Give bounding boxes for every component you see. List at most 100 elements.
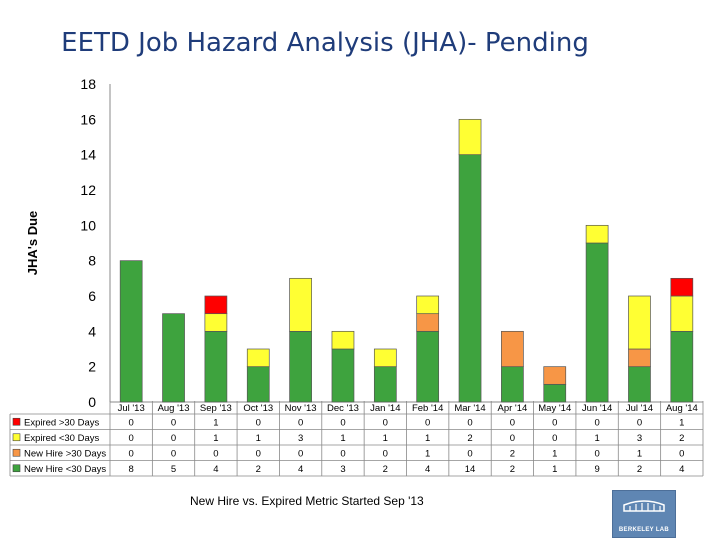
bar-segment [458,154,482,403]
category-label: Sep '13 [200,403,232,414]
y-tick-label: 2 [88,359,96,375]
y-tick-label: 4 [88,323,96,339]
table-cell-value: 1 [594,433,599,444]
table-cell-value: 2 [256,464,261,475]
footnote: New Hire vs. Expired Metric Started Sep … [190,494,424,508]
category-label: Dec '13 [327,403,359,414]
table-cell-value: 0 [256,417,261,428]
bar-segment [119,260,143,403]
category-label: Jul '14 [626,403,653,414]
table-cell-value: 0 [171,448,176,459]
category-label: Aug '13 [158,403,190,414]
y-tick-label: 12 [80,182,96,198]
legend-swatch [12,464,21,473]
table-cell-value: 0 [340,448,345,459]
chart-bars [119,118,694,403]
table-cell-value: 0 [467,417,472,428]
bar-segment [628,348,651,368]
bar-segment [416,295,440,315]
table-cell-value: 1 [425,433,430,444]
bar-segment [628,366,651,403]
table-cell-value: 0 [129,448,134,459]
table-cell-value: 8 [129,464,134,475]
y-tick-label: 18 [80,76,96,92]
table-cell-value: 9 [594,464,599,475]
table-cell-value: 3 [637,433,642,444]
table-cell-value: 0 [552,433,557,444]
chart-title: EETD Job Hazard Analysis (JHA)- Pending [61,28,589,58]
y-tick-label: 14 [80,147,96,163]
table-cell-value: 2 [383,464,388,475]
bar-segment [543,366,567,385]
table-cell-value: 0 [383,417,388,428]
table-cell-value: 1 [637,448,642,459]
bar-segment [670,295,694,332]
category-label: May '14 [538,403,571,414]
bar-segment [585,242,609,403]
table-cell-value: 0 [298,417,303,428]
table-cell-value: 0 [171,417,176,428]
building-icon [623,500,665,512]
legend-label: New Hire <30 Days [24,464,106,475]
bar-segment [289,277,312,332]
category-label: Oct '13 [243,403,273,414]
category-label: Nov '13 [285,403,317,414]
table-cell-value: 4 [213,464,218,475]
table-cell-value: 0 [637,417,642,428]
bar-segment [204,330,228,403]
table-cell-value: 0 [383,448,388,459]
bar-segment [331,348,355,403]
y-tick-label: 6 [88,288,96,304]
bar-segment [458,118,482,156]
table-cell-value: 0 [213,448,218,459]
bar-segment [501,330,524,368]
legend-label: Expired <30 Days [24,433,99,444]
table-cell-value: 2 [510,464,515,475]
bar-segment [416,330,440,403]
table-cell-value: 1 [213,417,218,428]
legend-swatch [12,448,21,457]
bar-segment [628,295,651,350]
bar-segment [670,277,694,297]
table-cell-value: 1 [425,448,430,459]
bar-segment [501,366,524,403]
table-cell-value: 1 [383,433,388,444]
bar-segment [585,224,609,244]
table-cell-value: 0 [256,448,261,459]
y-axis-label: JHA's Due [25,211,40,276]
bar-segment [543,383,567,403]
category-label: Feb '14 [412,403,443,414]
berkeley-lab-logo: BERKELEY LAB [612,490,676,538]
table-cell-value: 2 [467,433,472,444]
bar-segment [416,313,440,332]
table-cell-value: 0 [171,433,176,444]
category-label: Jul '13 [118,403,145,414]
legend-label: New Hire >30 Days [24,448,106,459]
table-cell-value: 3 [340,464,345,475]
table-cell-value: 0 [129,433,134,444]
table-cell-value: 2 [510,448,515,459]
table-cell-value: 4 [425,464,430,475]
table-cell-value: 4 [298,464,303,475]
legend-swatch [12,433,21,442]
bar-segment [289,330,312,403]
table-cell-value: 3 [298,433,303,444]
table-cell-value: 5 [171,464,176,475]
table-cell-value: 1 [552,464,557,475]
table-cell-value: 1 [213,433,218,444]
table-cell-value: 0 [510,433,515,444]
y-tick-label: 16 [80,111,96,127]
logo-text: BERKELEY LAB [618,527,670,533]
table-cell-value: 0 [425,417,430,428]
bar-segment [373,348,397,368]
table-cell-value: 0 [467,448,472,459]
bar-segment [204,313,228,332]
table-cell-value: 0 [129,417,134,428]
bar-segment [373,366,397,403]
bar-segment [204,295,228,315]
table-cell-value: 2 [637,464,642,475]
table-cell-value: 4 [679,464,684,475]
category-label: Mar '14 [454,403,485,414]
table-cell-value: 14 [465,464,476,475]
table-cell-value: 1 [256,433,261,444]
